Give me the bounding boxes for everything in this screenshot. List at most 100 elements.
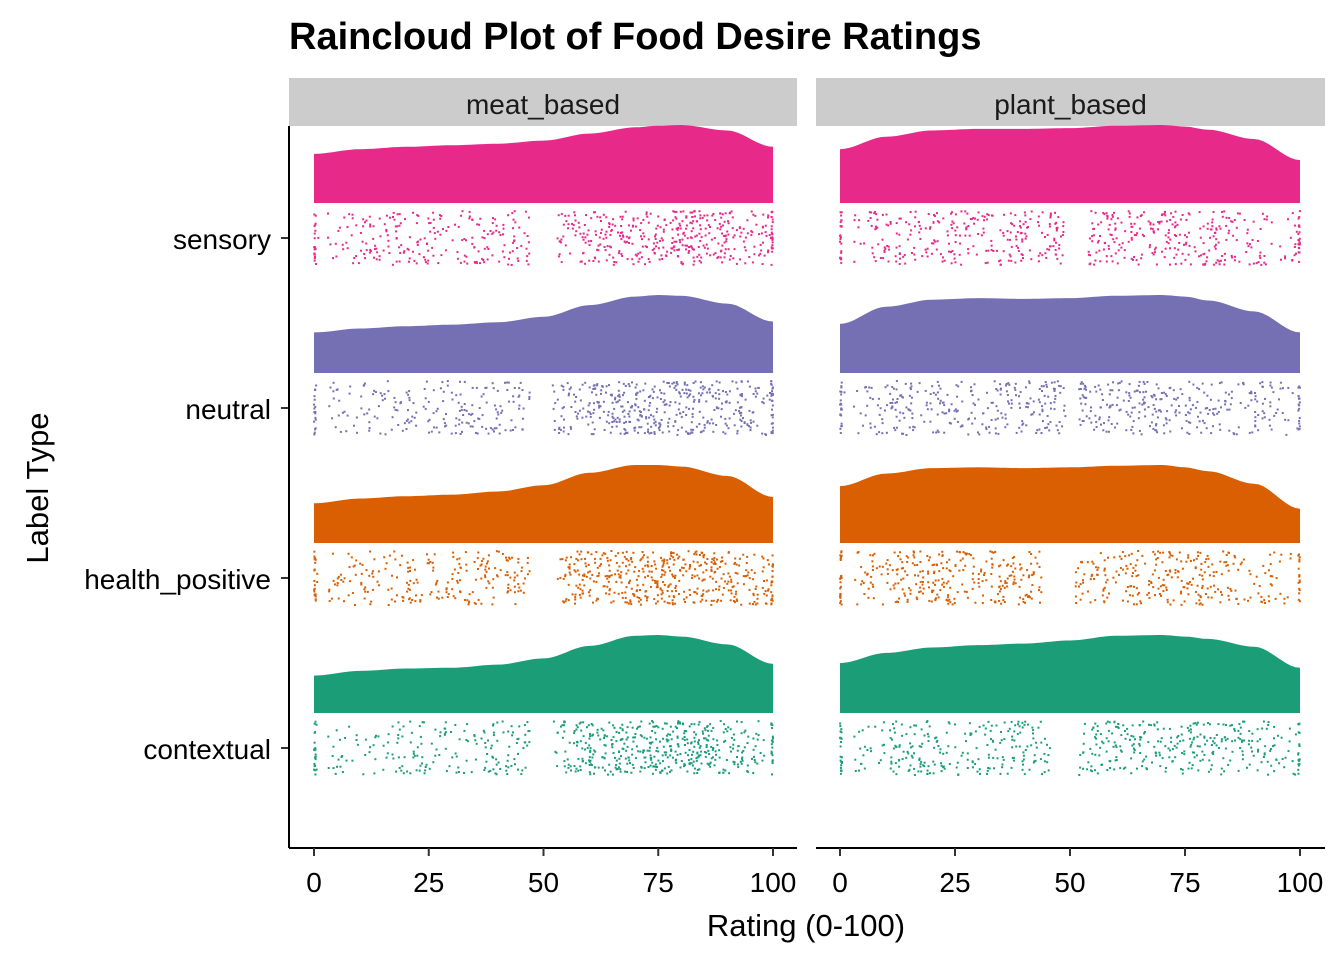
rain-point: [1271, 221, 1273, 223]
rain-point: [385, 229, 387, 231]
rain-point: [597, 729, 599, 731]
rain-point: [457, 251, 459, 253]
rain-point: [673, 595, 675, 597]
rain-point: [872, 569, 874, 571]
rain-point: [1027, 724, 1029, 726]
rain-point: [627, 413, 629, 415]
rain-point: [967, 434, 969, 436]
rain-point: [512, 395, 514, 397]
rain-point: [964, 235, 966, 237]
cloud-sensory: [314, 125, 773, 203]
rain-point: [348, 553, 350, 555]
rain-point: [1123, 400, 1125, 402]
rain-point: [693, 553, 695, 555]
rain-point: [482, 236, 484, 238]
rain-point: [451, 588, 453, 590]
rain-point: [653, 391, 655, 393]
rain-point: [672, 731, 674, 733]
rain-point: [649, 396, 651, 398]
rain-point: [512, 250, 514, 252]
rain-point: [440, 254, 442, 256]
rain-point: [659, 741, 661, 743]
rain-point: [444, 425, 446, 427]
rain-point: [1215, 238, 1217, 240]
rain-point: [1141, 433, 1143, 435]
rain-point: [613, 600, 615, 602]
rain-point: [660, 226, 662, 228]
rain-point: [403, 772, 405, 774]
rain-point: [484, 237, 486, 239]
rain-point: [750, 419, 752, 421]
rain-point: [1014, 568, 1016, 570]
rain-point: [1125, 391, 1127, 393]
rain-point: [563, 431, 565, 433]
rain-point: [661, 569, 663, 571]
rain-point: [660, 576, 662, 578]
rain-point: [685, 570, 687, 572]
rain-point: [753, 246, 755, 248]
rain-point: [902, 397, 904, 399]
rain-point: [756, 763, 758, 765]
rain-point: [653, 765, 655, 767]
rain-point: [663, 574, 665, 576]
rain-point: [443, 391, 445, 393]
rain-point: [741, 721, 743, 723]
rain-point: [936, 564, 938, 566]
rain-point: [372, 570, 374, 572]
rain-point: [1192, 764, 1194, 766]
rain-point: [1213, 211, 1215, 213]
rain-point: [985, 579, 987, 581]
rain-point: [1260, 264, 1262, 266]
rain-point: [1165, 248, 1167, 250]
rain-point: [701, 236, 703, 238]
rain-point: [594, 428, 596, 430]
rain-point: [1222, 216, 1224, 218]
rain-point: [615, 555, 617, 557]
rain-point: [650, 586, 652, 588]
rain-point: [1175, 211, 1177, 213]
rain-point: [1035, 557, 1037, 559]
rain-point: [715, 392, 717, 394]
rain-point: [374, 248, 376, 250]
rain-point: [765, 590, 767, 592]
rain-point: [578, 226, 580, 228]
rain-point: [724, 581, 726, 583]
rain-point: [677, 743, 679, 745]
rain-point: [1062, 225, 1064, 227]
rain-point: [1007, 394, 1009, 396]
rain-point: [745, 249, 747, 251]
rain-point: [1128, 241, 1130, 243]
rain-point: [696, 752, 698, 754]
rain-point: [608, 564, 610, 566]
rain-point: [1022, 764, 1024, 766]
rain-point: [587, 234, 589, 236]
rain-point: [1101, 741, 1103, 743]
rain-point: [366, 249, 368, 251]
rain-point: [666, 403, 668, 405]
rain-point: [754, 601, 756, 603]
rain-point: [1030, 397, 1032, 399]
rain-point: [674, 241, 676, 243]
rain-point: [839, 597, 841, 599]
rain-point: [471, 237, 473, 239]
rain-point: [1208, 558, 1210, 560]
rain-point: [470, 414, 472, 416]
rain-point: [1054, 390, 1056, 392]
rain-point: [840, 575, 842, 577]
rain-point: [988, 214, 990, 216]
rain-point: [731, 211, 733, 213]
rain-point: [456, 756, 458, 758]
rain-point: [575, 396, 577, 398]
rain-point: [610, 602, 612, 604]
rain-point: [690, 758, 692, 760]
rain-point: [563, 731, 565, 733]
rain-point: [974, 218, 976, 220]
rain-point: [368, 409, 370, 411]
rain-point: [349, 566, 351, 568]
rain-point: [447, 582, 449, 584]
rain-point: [718, 389, 720, 391]
rain-point: [342, 771, 344, 773]
rain-point: [769, 234, 771, 236]
rain-point: [947, 596, 949, 598]
rain-point: [340, 431, 342, 433]
